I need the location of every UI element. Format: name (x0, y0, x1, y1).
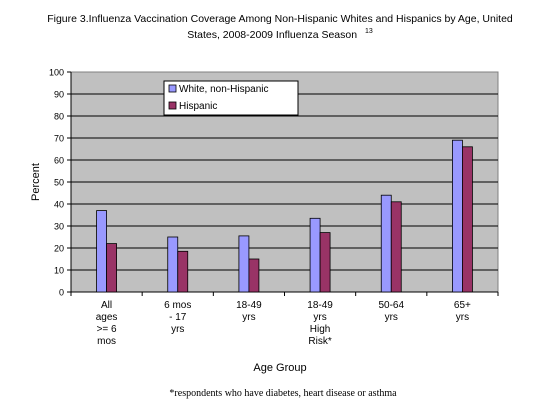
y-tick-label: 90 (54, 90, 64, 100)
bar-white-non-hispanic-3 (309, 217, 321, 293)
x-tick-label-line: High (310, 324, 331, 335)
x-tick-label-line: yrs (313, 312, 326, 323)
y-axis-ticks: 0 10 20 30 40 50 60 70 80 90 100 (49, 68, 71, 298)
y-tick-label: 10 (54, 266, 64, 276)
chart-title-line2: States, 2008-2009 Influenza Season 13 (187, 28, 373, 41)
bar-white-non-hispanic-4 (380, 194, 392, 293)
y-tick-label: 60 (54, 156, 64, 166)
x-tick-label-line: yrs (385, 312, 398, 323)
x-tick-label-line: >= 6 (97, 324, 117, 335)
x-tick-label: 18-49 yrs High Risk* (307, 300, 333, 347)
y-tick-label: 0 (59, 288, 64, 298)
legend-swatch-hispanic (168, 101, 177, 110)
y-tick-label: 80 (54, 112, 64, 122)
x-tick-label-line: yrs (242, 312, 255, 323)
y-tick-label: 100 (49, 68, 64, 78)
chart-title-line1: Figure 3.Influenza Vaccination Coverage … (47, 13, 513, 25)
x-tick-label-line: 65+ (454, 300, 471, 311)
y-tick-label: 40 (54, 200, 64, 210)
legend-label-hispanic: Hispanic (179, 101, 217, 112)
x-tick-label-line: 50-64 (378, 300, 404, 311)
bar-hispanic-0 (106, 243, 117, 293)
x-tick-label-line: 18-49 (236, 300, 262, 311)
x-tick-label: 50-64 yrs (378, 300, 404, 323)
y-tick-label: 20 (54, 244, 64, 254)
bar-white-non-hispanic-2 (238, 235, 250, 293)
bar-white-non-hispanic-1 (167, 236, 179, 293)
x-tick-label-line: yrs (171, 324, 184, 335)
x-tick-label: All ages >= 6 mos (96, 300, 118, 347)
legend-box (163, 80, 299, 116)
x-tick-label-line: yrs (456, 312, 469, 323)
footnote: *respondents who have diabetes, heart di… (169, 388, 397, 399)
y-axis-label: Percent (30, 163, 42, 201)
legend: White, non-Hispanic Hispanic (163, 80, 299, 116)
bar-white-non-hispanic-0 (96, 210, 107, 293)
x-tick-label-line: 6 mos (164, 300, 191, 311)
legend-swatch-white-non-hispanic (168, 84, 177, 93)
x-tick-label-line: Risk* (308, 336, 331, 347)
bar-hispanic-2 (248, 258, 260, 293)
x-tick-label-line: All (101, 300, 112, 311)
bar-hispanic-5 (462, 146, 473, 293)
bars (96, 139, 473, 293)
bar-white-non-hispanic-5 (452, 139, 463, 293)
x-tick-label-line: - 17 (169, 312, 187, 323)
chart-title-superscript: 13 (365, 28, 373, 35)
x-tick-label-line: ages (96, 312, 118, 323)
chart-title-line2-text: States, 2008-2009 Influenza Season (187, 29, 357, 41)
x-tick-label: 65+ yrs (454, 300, 471, 323)
x-tick-label: 18-49 yrs (236, 300, 262, 323)
x-tick-label: 6 mos - 17 yrs (164, 300, 191, 335)
bar-hispanic-3 (319, 232, 331, 293)
x-axis-label: Age Group (253, 362, 306, 374)
legend-label-white-non-hispanic: White, non-Hispanic (179, 84, 268, 95)
x-tick-label-line: mos (97, 336, 116, 347)
y-tick-label: 70 (54, 134, 64, 144)
y-tick-label: 50 (54, 178, 64, 188)
bar-hispanic-1 (177, 250, 189, 293)
y-tick-label: 30 (54, 222, 64, 232)
bar-hispanic-4 (390, 201, 402, 293)
x-tick-label-line: 18-49 (307, 300, 333, 311)
